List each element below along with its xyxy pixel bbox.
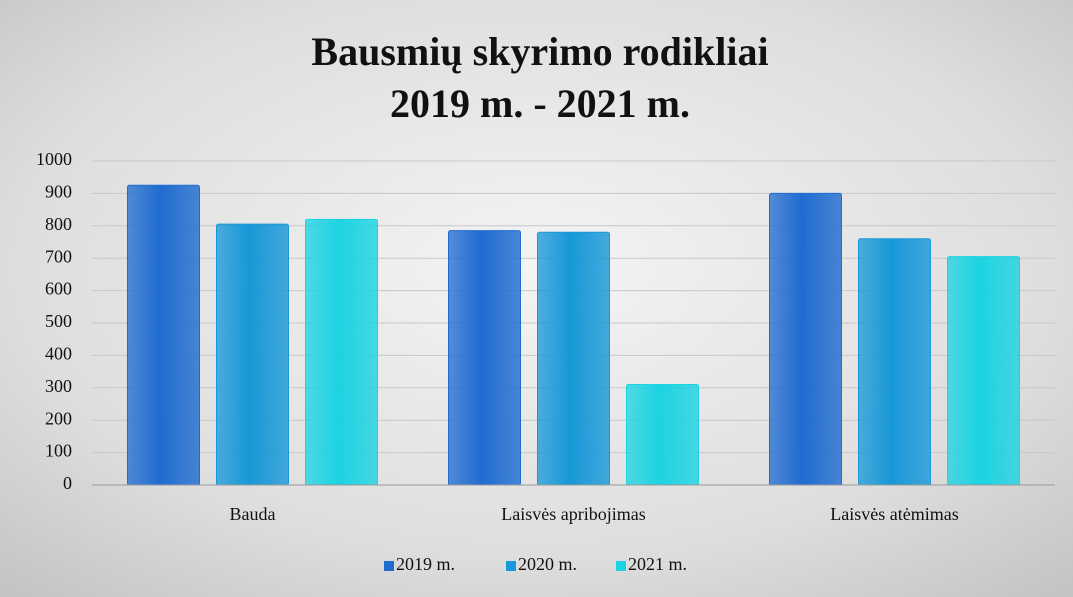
bar: [449, 231, 521, 485]
x-tick-label: Laisvės apribojimas: [501, 504, 645, 524]
bar: [306, 219, 378, 485]
y-tick-label: 900: [45, 182, 72, 202]
y-tick-label: 600: [45, 279, 72, 299]
bar: [948, 257, 1020, 485]
y-tick-label: 200: [45, 408, 72, 428]
y-tick-label: 500: [45, 311, 72, 331]
y-tick-label: 1000: [36, 149, 72, 169]
legend-swatch: [384, 561, 394, 571]
x-tick-label: Laisvės atėmimas: [830, 504, 958, 524]
bar: [770, 193, 842, 485]
bar: [859, 239, 931, 485]
bar: [128, 185, 200, 485]
bar: [217, 224, 289, 485]
chart: Bausmių skyrimo rodikliai 2019 m. - 2021…: [0, 0, 1073, 597]
legend-label: 2021 m.: [628, 554, 687, 574]
x-tick-label: Bauda: [230, 504, 276, 524]
legend-label: 2019 m.: [396, 554, 455, 574]
chart-title: 2019 m. - 2021 m.: [390, 81, 690, 126]
y-tick-label: 0: [63, 473, 72, 493]
y-tick-label: 300: [45, 376, 72, 396]
chart-title: Bausmių skyrimo rodikliai: [311, 29, 768, 74]
y-tick-label: 400: [45, 344, 72, 364]
y-tick-label: 700: [45, 246, 72, 266]
legend-swatch: [506, 561, 516, 571]
legend-label: 2020 m.: [518, 554, 577, 574]
legend-swatch: [616, 561, 626, 571]
bar: [627, 385, 699, 485]
bar: [538, 232, 610, 485]
y-tick-label: 800: [45, 214, 72, 234]
y-tick-label: 100: [45, 441, 72, 461]
